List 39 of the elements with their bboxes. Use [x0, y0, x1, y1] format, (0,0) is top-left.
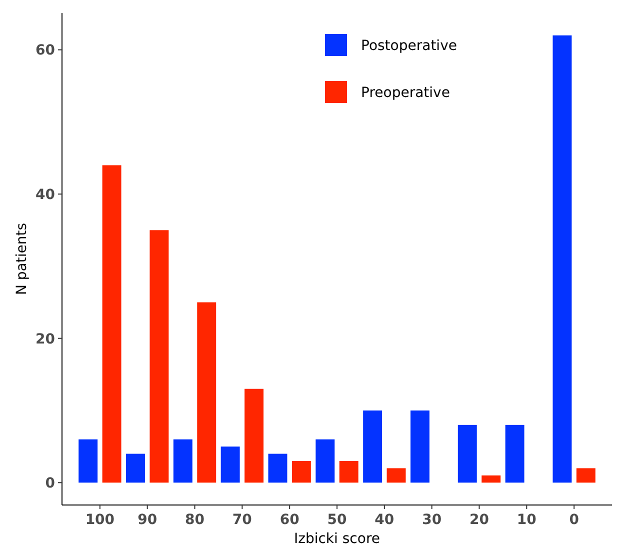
- bar: [292, 460, 311, 483]
- x-tick-label: 90: [138, 512, 158, 528]
- x-tick-label: 40: [374, 512, 394, 528]
- bar: [220, 446, 240, 483]
- x-axis-title: Izbicki score: [294, 531, 380, 547]
- bar: [576, 468, 596, 483]
- bar: [197, 302, 216, 483]
- x-tick-label: 50: [327, 512, 347, 528]
- y-tick-label: 0: [45, 476, 56, 492]
- x-tick-label: 20: [470, 512, 490, 528]
- bar: [482, 475, 501, 483]
- bar: [78, 439, 98, 483]
- bar: [126, 454, 145, 483]
- bar: [363, 410, 382, 483]
- x-tick-label: 10: [516, 512, 537, 528]
- x-tick-label: 60: [280, 512, 300, 528]
- bar: [339, 460, 358, 483]
- bar: [268, 454, 288, 483]
- bar: [505, 424, 524, 483]
- y-tick-label: 60: [36, 42, 56, 59]
- y-tick-label: 40: [36, 186, 56, 203]
- bar: [102, 165, 122, 483]
- bar: [244, 388, 264, 483]
- x-tick-label: 100: [85, 512, 115, 528]
- bar: [316, 439, 335, 483]
- bar: [173, 439, 192, 483]
- y-tick-label: 20: [36, 331, 56, 348]
- x-tick-label: 80: [185, 512, 205, 528]
- bar: [386, 468, 406, 483]
- bar: [410, 410, 430, 483]
- x-tick-label: 0: [569, 512, 580, 528]
- bar: [458, 424, 477, 483]
- legend-label: Postoperative: [361, 38, 457, 54]
- legend-label: Preoperative: [361, 84, 450, 101]
- bar: [150, 230, 169, 483]
- x-tick-label: 70: [232, 512, 252, 528]
- y-axis-title: N patients: [14, 222, 30, 296]
- bar: [552, 35, 572, 483]
- x-tick-label: 30: [422, 512, 442, 528]
